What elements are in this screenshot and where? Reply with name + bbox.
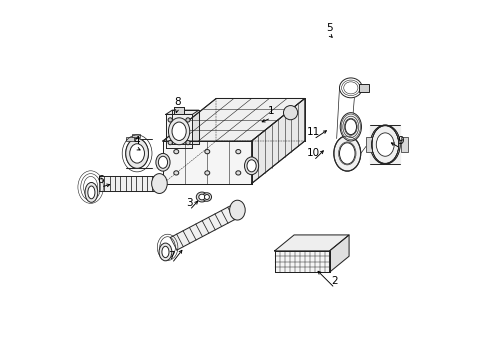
Text: 3: 3 <box>186 198 192 208</box>
Polygon shape <box>99 176 157 191</box>
Ellipse shape <box>198 194 205 200</box>
Ellipse shape <box>125 139 148 168</box>
Polygon shape <box>274 251 329 272</box>
Bar <box>173 107 184 114</box>
Ellipse shape <box>235 171 240 175</box>
Ellipse shape <box>235 149 240 154</box>
Polygon shape <box>163 141 251 184</box>
Ellipse shape <box>196 192 207 202</box>
Text: 7: 7 <box>168 251 175 261</box>
Text: 2: 2 <box>331 276 338 286</box>
Ellipse shape <box>345 119 356 135</box>
Ellipse shape <box>204 194 209 199</box>
Ellipse shape <box>333 136 360 171</box>
Polygon shape <box>170 204 240 250</box>
Ellipse shape <box>369 125 399 164</box>
Ellipse shape <box>339 143 354 164</box>
Ellipse shape <box>375 133 393 156</box>
Bar <box>400 138 407 152</box>
Polygon shape <box>172 110 198 144</box>
Polygon shape <box>274 235 348 251</box>
Ellipse shape <box>340 113 361 141</box>
Ellipse shape <box>204 171 209 175</box>
Ellipse shape <box>204 149 209 154</box>
Ellipse shape <box>246 160 256 172</box>
Ellipse shape <box>229 200 244 220</box>
Ellipse shape <box>168 140 172 145</box>
Ellipse shape <box>85 183 98 202</box>
Text: 11: 11 <box>306 127 320 137</box>
Text: 9: 9 <box>396 136 403 146</box>
Text: 10: 10 <box>306 148 320 158</box>
Polygon shape <box>329 235 348 272</box>
Ellipse shape <box>158 156 167 168</box>
Ellipse shape <box>162 246 169 258</box>
Ellipse shape <box>173 149 179 154</box>
Ellipse shape <box>172 122 186 140</box>
Ellipse shape <box>151 174 167 193</box>
Ellipse shape <box>244 157 258 175</box>
Bar <box>132 134 139 138</box>
Ellipse shape <box>159 243 171 261</box>
Ellipse shape <box>333 136 360 171</box>
Bar <box>358 84 368 92</box>
Bar <box>366 138 372 152</box>
Ellipse shape <box>168 118 172 122</box>
Text: 6: 6 <box>98 175 104 185</box>
Ellipse shape <box>129 144 144 163</box>
Ellipse shape <box>185 118 190 122</box>
Text: 1: 1 <box>267 106 274 116</box>
Text: 8: 8 <box>174 97 180 107</box>
Ellipse shape <box>156 153 170 171</box>
Ellipse shape <box>185 140 190 145</box>
Ellipse shape <box>202 193 211 201</box>
Ellipse shape <box>369 125 399 164</box>
Text: 4: 4 <box>133 136 140 146</box>
Ellipse shape <box>283 105 297 120</box>
Polygon shape <box>369 125 399 164</box>
Ellipse shape <box>173 171 179 175</box>
Bar <box>126 138 134 141</box>
Polygon shape <box>165 110 198 114</box>
Polygon shape <box>251 99 304 184</box>
Polygon shape <box>165 114 192 148</box>
Polygon shape <box>163 99 304 141</box>
Ellipse shape <box>88 186 95 199</box>
Ellipse shape <box>125 139 148 168</box>
Text: 5: 5 <box>325 23 332 33</box>
Ellipse shape <box>168 118 189 145</box>
